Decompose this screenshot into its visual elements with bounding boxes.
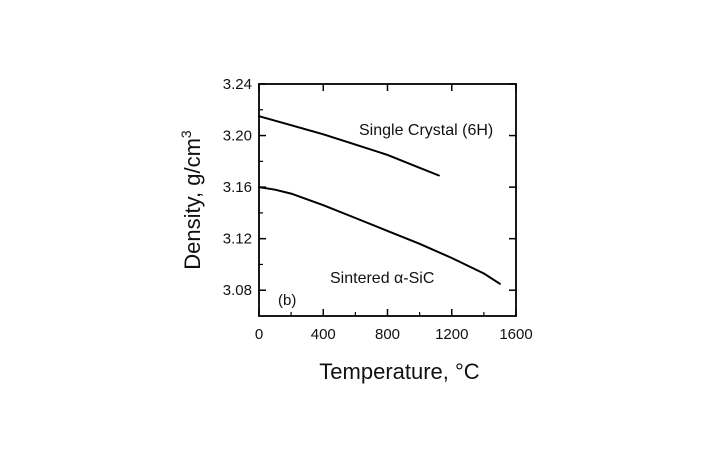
y-axis-title-text: Density, g/cm <box>180 138 205 270</box>
series-layer <box>258 115 501 285</box>
x-tick-label: 0 <box>255 326 263 343</box>
panel-label: (b) <box>278 292 296 309</box>
y-tick-label: 3.20 <box>223 128 252 145</box>
x-tick-label: 400 <box>311 326 336 343</box>
series-label-single-crystal: Single Crystal (6H) <box>359 122 493 139</box>
y-tick-label: 3.08 <box>223 282 252 299</box>
x-tick-label: 800 <box>375 326 400 343</box>
y-tick-label: 3.12 <box>223 231 252 248</box>
series-line-sintered-sic <box>258 186 501 285</box>
y-tick-label: 3.16 <box>223 179 252 196</box>
y-axis-title: Density, g/cm3 <box>178 130 205 270</box>
x-tick-label: 1600 <box>499 326 532 343</box>
series-label-sintered-sic: Sintered α-SiC <box>330 270 434 287</box>
y-tick-label: 3.24 <box>223 76 252 93</box>
plot-frame <box>258 83 517 317</box>
x-tick-label: 1200 <box>435 326 468 343</box>
x-axis-title: Temperature, °C <box>319 359 480 384</box>
y-axis-title-superscript: 3 <box>178 130 194 138</box>
y-axis-ticks: 3.08 3.12 3.16 3.20 3.24 <box>223 76 516 299</box>
series-line-single-crystal <box>258 115 440 177</box>
